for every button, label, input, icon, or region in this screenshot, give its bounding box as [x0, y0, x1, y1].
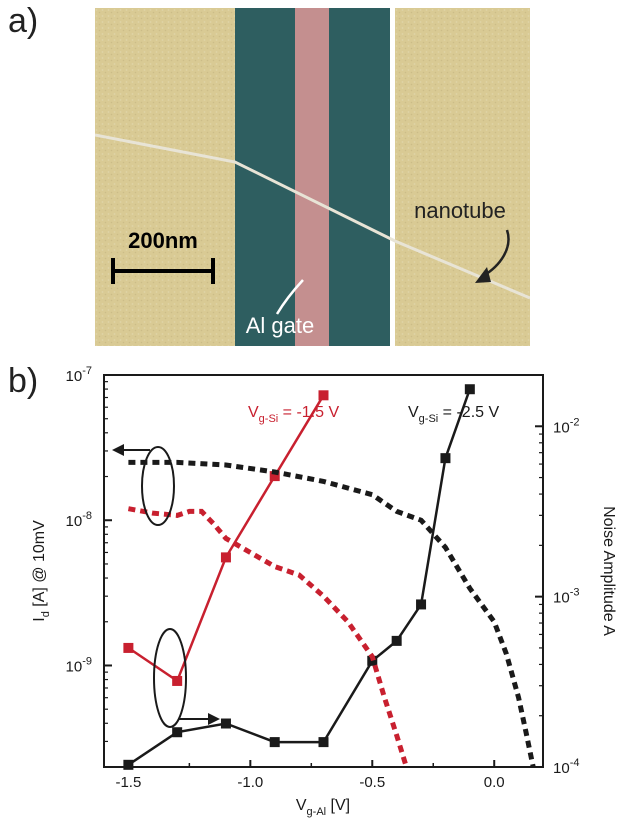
- y-right-tick-label: 10-3: [553, 587, 579, 607]
- data-point-noise-black: [318, 737, 329, 748]
- x-tick-label: -0.5: [359, 774, 385, 791]
- nanotube-line: [95, 133, 530, 300]
- series-line-current-black: [128, 459, 536, 768]
- data-point-noise-black: [464, 384, 475, 395]
- nanotube-label: nanotube: [414, 198, 506, 223]
- y-left-tick-label: 10-9: [66, 655, 92, 675]
- data-point-noise-black: [220, 718, 231, 729]
- y-right-tick-label: 10-2: [553, 416, 579, 436]
- x-axis-label: Vg-Al [V]: [296, 797, 350, 818]
- y-axis-left-label: Id [A] @ 10mV: [31, 520, 52, 622]
- y-left-label-sub: d: [40, 611, 52, 617]
- data-point-noise-red: [220, 552, 231, 563]
- x-tick-label: -1.0: [237, 774, 263, 791]
- annotation-red: Vg-Si = -1.5 V: [248, 404, 339, 425]
- data-point-noise-black: [123, 759, 134, 770]
- series-line-noise-black: [127, 388, 471, 766]
- data-point-noise-black: [416, 599, 427, 610]
- scale-bar: 200nm: [111, 228, 215, 284]
- data-point-noise-black: [172, 727, 183, 738]
- y-right-tick-label: 10-4: [553, 757, 579, 777]
- annotation-red-v: V: [248, 404, 259, 421]
- data-point-noise-red: [172, 675, 183, 686]
- annotation-black-value: = -2.5 V: [438, 404, 499, 421]
- annotation-black: Vg-Si = -2.5 V: [408, 404, 499, 425]
- annotation-black-sub: g-Si: [419, 413, 439, 425]
- series-noise-black: [123, 384, 475, 770]
- x-axis-label-main: V: [296, 797, 307, 814]
- al-gate-strip: [295, 8, 329, 346]
- gate-label: Al gate: [246, 313, 315, 338]
- data-point-noise-red: [318, 390, 329, 401]
- right-electrode-texture: [395, 8, 530, 346]
- x-tick-label: -1.5: [115, 774, 141, 791]
- nanotube-arrowhead: [475, 267, 491, 283]
- ellipse-left: [112, 444, 175, 526]
- y-left-tick-label: 10-7: [66, 365, 92, 385]
- data-point-noise-black: [391, 635, 402, 646]
- series-current-black: [128, 459, 536, 768]
- ticks-layer: -1.5 -1.0 -0.5 0.0 10-9 10-8 10-7 10-4 10-3 10-2: [66, 365, 580, 791]
- y-left-label-rest: [A] @ 10mV: [31, 520, 48, 611]
- x-axis-label-unit: [V]: [326, 797, 350, 814]
- chart: -1.5 -1.0 -0.5 0.010-910-810-710-410-310-2 …: [31, 365, 617, 818]
- annotation-black-v: V: [408, 404, 419, 421]
- panel-b-label: b): [8, 362, 39, 400]
- data-point-noise-red: [269, 471, 280, 482]
- left-electrode-texture: [95, 8, 235, 346]
- ellipse-right: [153, 628, 220, 728]
- plot-frame: [103, 374, 544, 768]
- series-layer: [123, 384, 536, 770]
- annotation-red-sub: g-Si: [259, 413, 279, 425]
- series-current-red: [127, 506, 409, 768]
- data-point-noise-black: [440, 453, 451, 464]
- series-noise-red: [123, 390, 329, 686]
- panel-a-label: a): [8, 2, 39, 40]
- sem-micrograph: 200nm nanotube Al gate: [95, 8, 530, 346]
- annotation-red-value: = -1.5 V: [278, 404, 339, 421]
- data-point-noise-black: [367, 655, 378, 666]
- x-axis-label-sub: g-Al: [307, 806, 327, 818]
- series-line-current-red: [127, 506, 409, 768]
- scale-bar-label: 200nm: [128, 228, 198, 253]
- gate-pointer-line: [275, 279, 304, 315]
- y-axis-right-label: Noise Amplitude A: [600, 506, 617, 636]
- data-point-noise-red: [123, 642, 134, 653]
- y-left-label-main: I: [31, 617, 48, 621]
- x-tick-label: 0.0: [484, 774, 505, 791]
- y-left-tick-label: 10-8: [66, 510, 92, 530]
- data-point-noise-black: [269, 737, 280, 748]
